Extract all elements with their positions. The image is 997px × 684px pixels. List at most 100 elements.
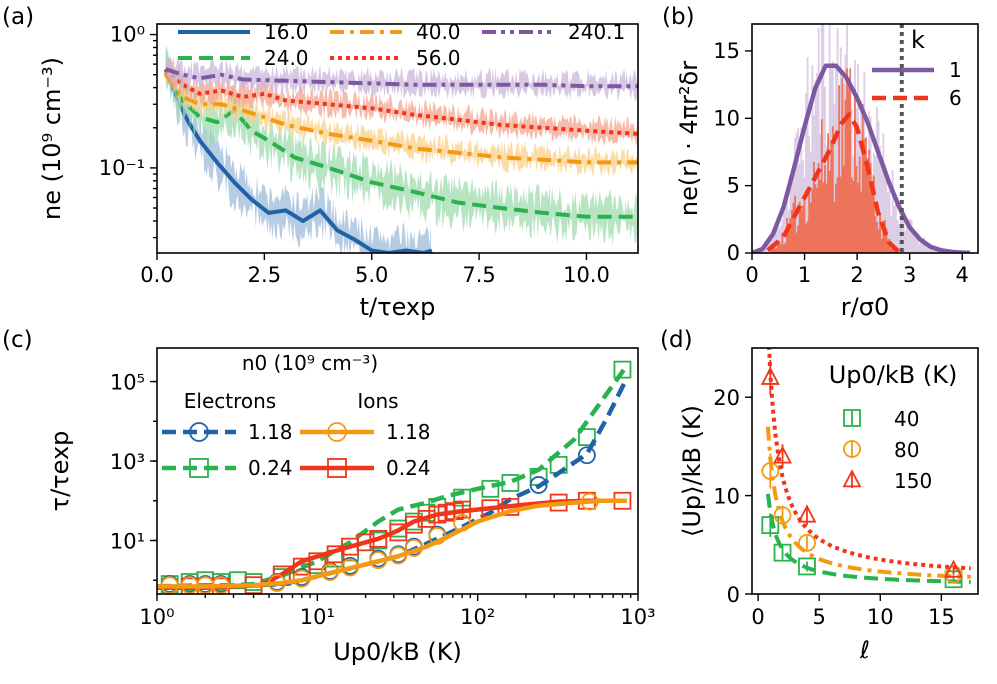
panel-label-d: (d)	[660, 327, 693, 353]
data-point	[773, 445, 793, 464]
panel-d-plot	[760, 348, 971, 589]
series-band-1	[165, 46, 638, 247]
series-line-2	[164, 73, 638, 165]
data-point	[481, 479, 500, 498]
histogram-bin-k6	[781, 232, 784, 253]
y-tick-label: 10	[713, 485, 740, 509]
histogram-bin-k1	[898, 224, 900, 253]
histogram-bin-k1	[891, 170, 894, 253]
histogram-bin-k1	[789, 176, 792, 253]
x-axis-label: ℓ	[859, 636, 870, 664]
histogram-bin-k6	[798, 201, 801, 253]
histogram-bin-k6	[820, 119, 823, 253]
histogram-bin-k1	[879, 145, 882, 253]
legend-label-1: 80	[894, 438, 919, 462]
histogram-bin-k6	[786, 218, 789, 253]
histogram-bin-k6	[871, 194, 874, 253]
histogram-bin-k1	[800, 127, 803, 253]
y-axis-label: ne (10⁹ cm⁻³)	[38, 57, 66, 220]
histogram-bin-k6	[852, 180, 855, 253]
data-point	[773, 543, 792, 562]
histogram-bin-k1	[917, 236, 919, 253]
panel-c: 10⁰ 10¹ 10² 10³ 10¹ 10³ 10⁵ Up0/kB (K) τ/τexp n0 …	[46, 347, 656, 666]
data-point	[404, 515, 423, 534]
histogram-bin-k6	[887, 239, 889, 253]
histogram-bin-k1	[905, 220, 908, 253]
data-point	[453, 513, 472, 532]
histogram-bin-k6	[775, 248, 778, 253]
histogram-bin-k1	[923, 237, 926, 253]
histogram-bin-k6	[860, 191, 863, 253]
histogram-bin-k6	[801, 205, 804, 253]
y-tick-label: 0	[727, 583, 740, 607]
histogram-bin-k1	[767, 240, 770, 253]
data-point	[798, 557, 816, 576]
histogram-bin-k6	[841, 77, 844, 253]
histogram-bin-k1	[833, 104, 836, 253]
y-tick-label: 10⁰	[110, 23, 145, 47]
histogram-bin-k6	[853, 88, 856, 253]
histogram-bin-k1	[888, 182, 891, 253]
data-point	[356, 533, 375, 552]
histogram-bin-k6	[838, 85, 841, 253]
histogram-bin-k6	[891, 245, 894, 253]
y-tick-label: 15	[713, 39, 740, 63]
histogram-bin-k1	[883, 164, 886, 253]
data-point	[798, 533, 816, 552]
histogram-bin-k6	[830, 140, 833, 253]
histogram-bin-k1	[816, 73, 818, 253]
panel-a-frame	[156, 23, 639, 254]
histogram-bin-k6	[806, 221, 809, 253]
histogram-bin-k1	[909, 218, 912, 253]
x-tick-label: 10.0	[563, 263, 610, 287]
legend-label-4: 240.1	[568, 20, 625, 44]
legend-label-3: 56.0	[416, 46, 461, 70]
y-axis-label: ne(r) · 4πr²δr	[675, 61, 703, 216]
histogram-bin-k6	[865, 137, 867, 253]
histogram-bin-k1	[765, 243, 768, 253]
panel-b-plot	[752, 24, 971, 253]
data-point	[580, 492, 599, 511]
histogram-bin-k6	[855, 165, 858, 253]
histogram-bin-k1	[776, 217, 779, 253]
histogram-bin-k6	[797, 225, 800, 253]
histogram-bin-k1	[828, 24, 831, 253]
data-point	[761, 516, 780, 535]
data-point	[321, 563, 339, 582]
data-point	[341, 558, 359, 577]
histogram-bin-k1	[929, 245, 932, 253]
data-point	[211, 576, 230, 594]
data-point	[760, 366, 780, 385]
histogram-bin-k1	[921, 239, 924, 253]
data-point	[577, 446, 596, 465]
x-axis-label: Up0/kB (K)	[333, 638, 462, 666]
histogram-bin-k6	[811, 189, 814, 253]
histogram-bin-k1	[894, 203, 897, 253]
histogram-bin-k6	[890, 248, 893, 253]
y-axis-label: ⟨Up⟩/kB (K)	[678, 405, 706, 537]
histogram-bin-k6	[784, 242, 787, 253]
legend-label-2: 150	[894, 469, 932, 493]
data-point	[268, 574, 286, 592]
histogram-bin-k6	[874, 215, 877, 253]
x-tick-label: 5.0	[355, 263, 388, 287]
histogram-bin-k1	[835, 65, 837, 253]
histogram-bin-k6	[850, 177, 853, 253]
panel-b-frame	[751, 23, 979, 254]
legend-label-1: 6	[949, 86, 962, 110]
legend-label-3: 0.24	[386, 456, 431, 480]
legend-label-0: 1	[949, 58, 962, 82]
data-point	[501, 498, 520, 516]
histogram-bin-k1	[794, 137, 796, 253]
x-tick-label: 15	[928, 605, 955, 629]
data-point	[417, 509, 436, 528]
histogram-bin-k6	[808, 191, 811, 253]
y-tick-label: 0	[727, 241, 740, 265]
histogram-bin-k6	[789, 218, 792, 253]
histogram-bin-k6	[847, 78, 850, 253]
histogram-bin-k6	[846, 68, 848, 253]
data-point	[797, 504, 817, 523]
data-point	[529, 476, 548, 494]
histogram-bin-k6	[880, 238, 883, 253]
